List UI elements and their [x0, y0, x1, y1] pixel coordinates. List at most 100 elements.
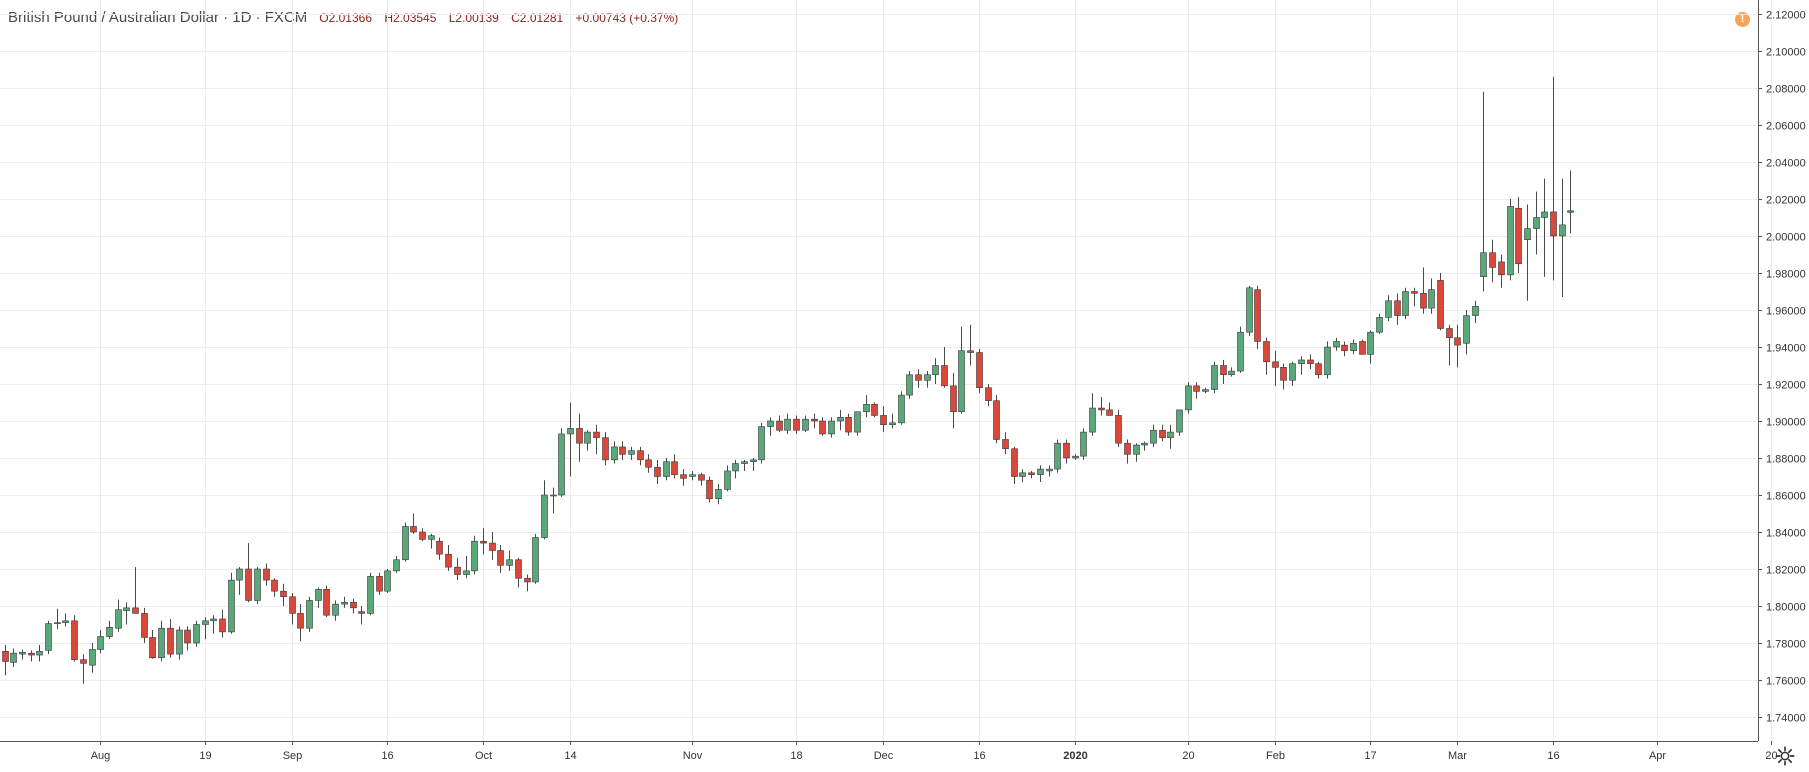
candle-up	[19, 649, 26, 660]
candle-down	[297, 604, 304, 642]
candle-body	[1533, 217, 1540, 229]
gear-icon[interactable]	[1774, 745, 1796, 767]
candle-body	[1115, 415, 1122, 444]
candle-body	[384, 570, 391, 592]
candle-body	[1524, 228, 1531, 241]
candle-down	[497, 544, 504, 573]
candle-up	[1237, 326, 1244, 373]
candle-down	[793, 415, 800, 434]
candle-up	[750, 458, 757, 471]
candle-body	[428, 535, 435, 540]
candle-body	[524, 577, 531, 583]
candle-up	[202, 617, 209, 640]
candle-body	[1011, 448, 1018, 477]
candle-body	[811, 418, 818, 422]
time-axis[interactable]: Aug 19 Sep 16 Oct 14 Nov 18 Dec 16 2020 20 Feb 17 Mar 1…	[91, 741, 1778, 762]
candle-up	[784, 413, 791, 434]
candle-up	[89, 643, 96, 673]
candle-up	[1072, 454, 1079, 460]
candle-down	[184, 626, 191, 651]
candle-body	[1298, 359, 1305, 364]
candle-up	[228, 572, 235, 634]
price-tick-label: 1.78000	[1766, 639, 1806, 651]
candle-body	[1176, 409, 1183, 433]
candle-body	[28, 652, 35, 656]
candle-body	[1106, 409, 1113, 416]
candle-body	[323, 589, 330, 616]
candle-up	[889, 413, 896, 429]
candle-up	[584, 430, 591, 451]
candle-body	[376, 576, 383, 592]
grid-lines	[0, 0, 1772, 741]
candle-down	[1341, 341, 1348, 357]
candle-body	[1324, 346, 1331, 376]
candle-body	[584, 431, 591, 444]
candle-body	[698, 474, 705, 481]
candle-body	[776, 420, 783, 431]
candle-body	[880, 415, 887, 426]
time-tick-label: Mar	[1448, 750, 1467, 762]
candle-down	[1359, 339, 1366, 355]
candle-down	[480, 528, 487, 555]
candle-down	[1515, 197, 1522, 273]
candle-down	[71, 615, 78, 662]
candle-down	[1011, 446, 1018, 484]
candle-up	[1376, 313, 1383, 335]
candle-up	[550, 487, 557, 514]
price-tick-label: 2.08000	[1766, 84, 1806, 96]
candle-down	[671, 454, 678, 479]
candle-body	[480, 540, 487, 544]
candle-body	[680, 474, 687, 479]
price-axis[interactable]: 2.12000 2.10000 2.08000 2.06000 2.04000 2.020…	[1758, 10, 1806, 725]
candle-down	[645, 454, 652, 473]
price-tick-label: 1.92000	[1766, 380, 1806, 392]
candle-body	[36, 651, 43, 656]
candle-up	[1150, 424, 1157, 447]
candle-body	[167, 627, 174, 655]
candle-body	[1167, 431, 1174, 438]
candle-body	[80, 659, 87, 664]
candle-up	[1141, 441, 1148, 451]
candle-body	[1315, 363, 1322, 376]
candle-up	[1472, 300, 1479, 323]
candle-down	[1437, 273, 1444, 331]
candle-body	[176, 629, 183, 655]
candle-down	[1124, 439, 1131, 464]
candle-body	[271, 579, 278, 592]
time-tick-label: Dec	[874, 750, 894, 762]
candle-body	[228, 579, 235, 633]
time-tick-label: 16	[1547, 750, 1559, 762]
price-tick-label: 1.80000	[1766, 602, 1806, 614]
candle-down	[2, 644, 9, 676]
symbol-title[interactable]: British Pound / Australian Dollar · 1D ·…	[8, 9, 308, 26]
candle-up	[384, 569, 391, 594]
time-tick-label: 20	[1182, 750, 1194, 762]
warning-dot-icon[interactable]: !	[1735, 12, 1750, 27]
candle-body	[149, 637, 156, 659]
candle-body	[654, 466, 661, 477]
candle-up	[837, 409, 844, 431]
candle-down	[602, 432, 609, 466]
candle-body	[62, 620, 69, 623]
candle-body	[463, 570, 470, 575]
candle-down	[263, 563, 270, 586]
candle-body	[1394, 300, 1401, 316]
candle-body	[906, 374, 913, 396]
candle-body	[715, 489, 722, 500]
candle-down	[80, 654, 87, 684]
candle-down	[1446, 324, 1453, 366]
candle-up	[567, 402, 574, 477]
candle-up	[1480, 91, 1487, 292]
candle-body	[1254, 289, 1261, 342]
price-tick-label: 1.94000	[1766, 343, 1806, 355]
candle-up	[341, 596, 348, 608]
candle-body	[837, 416, 844, 422]
candle-down	[1002, 432, 1009, 455]
candle-body	[967, 350, 974, 353]
candle-down	[1498, 254, 1505, 288]
candle-up	[1202, 387, 1209, 394]
candle-body	[706, 479, 713, 500]
candle-down	[1411, 287, 1418, 307]
candle-down	[1454, 324, 1461, 368]
